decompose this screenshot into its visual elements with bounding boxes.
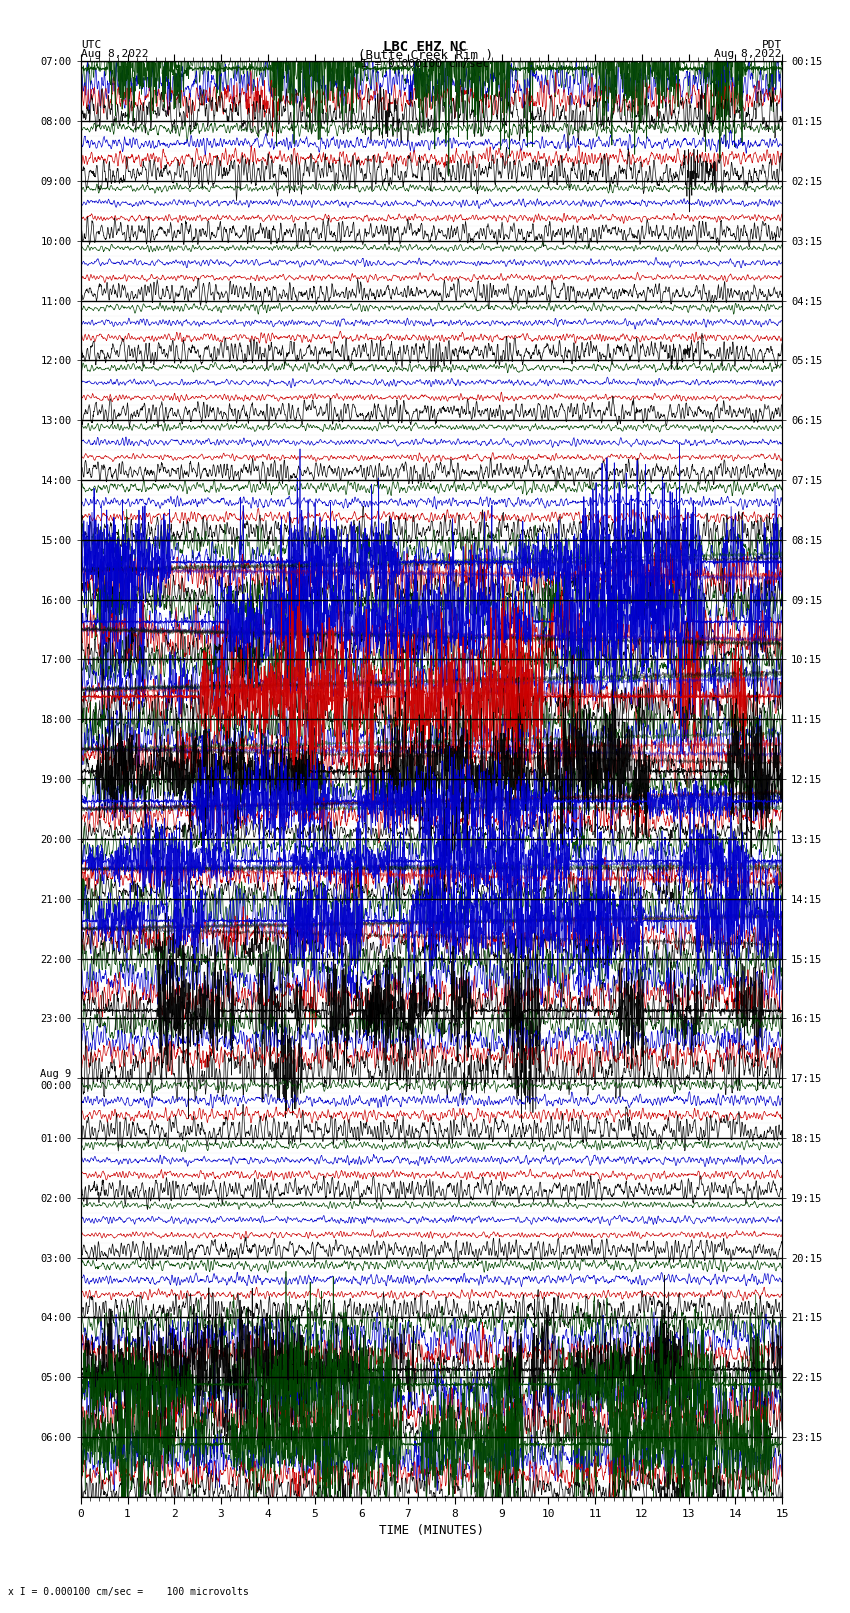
X-axis label: TIME (MINUTES): TIME (MINUTES) [379,1524,484,1537]
Text: UTC: UTC [81,39,101,50]
Text: Aug 8,2022: Aug 8,2022 [81,50,148,60]
Text: x I = 0.000100 cm/sec =    100 microvolts: x I = 0.000100 cm/sec = 100 microvolts [8,1587,249,1597]
Text: (Butte Creek Rim ): (Butte Creek Rim ) [358,50,492,63]
Text: LBC EHZ NC: LBC EHZ NC [383,39,467,53]
Text: I = 0.000100 cm/sec: I = 0.000100 cm/sec [361,58,489,69]
Text: Aug 8,2022: Aug 8,2022 [715,50,782,60]
Text: PDT: PDT [762,39,782,50]
